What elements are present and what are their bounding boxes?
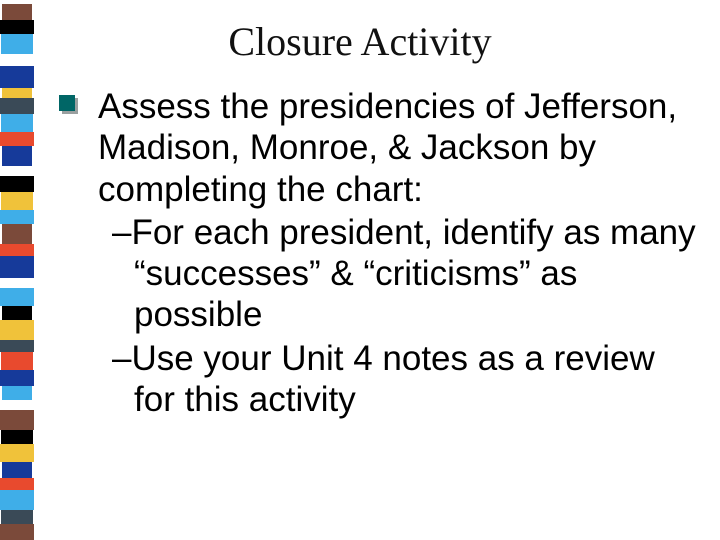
stripe-bar: [0, 524, 34, 540]
stripe-bar: [0, 98, 34, 114]
stripe-bar: [0, 370, 34, 386]
stripe-bar: [2, 462, 32, 478]
stripe-bar: [0, 478, 34, 490]
stripe-bar: [1, 430, 33, 444]
stripe-bar: [0, 132, 34, 146]
stripe-bar: [0, 444, 34, 462]
stripe-bar: [0, 490, 34, 510]
bullet-item: Assess the presidencies of Jefferson, Ma…: [58, 86, 698, 420]
stripe-bar: [0, 400, 34, 410]
stripe-bar: [2, 88, 32, 98]
stripe-bar: [0, 244, 34, 256]
stripe-bar: [0, 66, 34, 88]
stripe-bar: [1, 192, 33, 210]
stripe-bar: [0, 210, 34, 224]
bullet-text: Assess the presidencies of Jefferson, Ma…: [98, 86, 698, 210]
stripe-bar: [2, 224, 32, 244]
stripe-bar: [0, 166, 34, 176]
stripe-bar: [0, 176, 34, 192]
decorative-stripe-column: [0, 0, 34, 540]
stripe-bar: [0, 320, 34, 340]
stripe-bar: [1, 510, 33, 524]
sub-bullet: –Use your Unit 4 notes as a review for t…: [98, 338, 698, 421]
slide-body: Assess the presidencies of Jefferson, Ma…: [58, 86, 698, 420]
stripe-bar: [1, 278, 33, 288]
stripe-bar: [1, 352, 33, 370]
square-bullet-icon: [58, 94, 80, 116]
stripe-bar: [2, 386, 32, 400]
stripe-bar: [0, 288, 34, 306]
stripe-bar: [2, 306, 32, 320]
stripe-bar: [2, 146, 32, 166]
stripe-bar: [0, 410, 34, 430]
stripe-bar: [0, 256, 34, 278]
stripe-bar: [0, 340, 34, 352]
stripe-bar: [1, 114, 33, 132]
slide-title: Closure Activity: [0, 18, 720, 65]
sub-bullet: –For each president, identify as many “s…: [98, 212, 698, 336]
